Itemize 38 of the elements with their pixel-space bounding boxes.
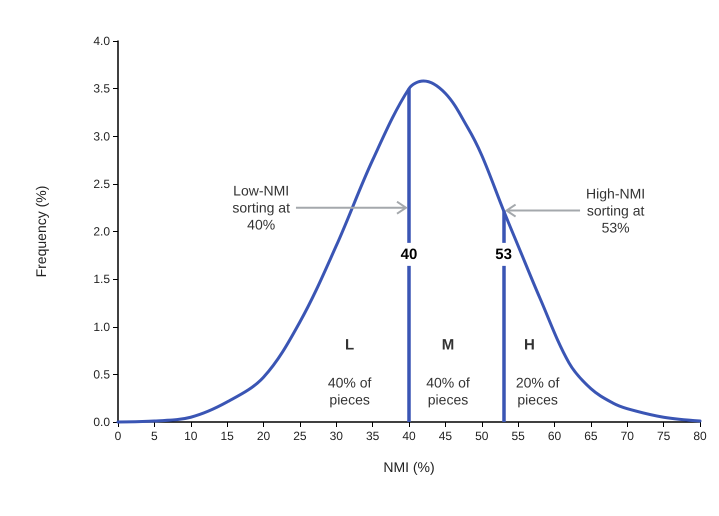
x-axis-title: NMI (%) [383, 459, 435, 475]
x-tick-label: 80 [693, 429, 707, 443]
x-tick-label: 70 [620, 429, 634, 443]
annotation: 40% of pieces [426, 374, 470, 408]
x-tick-label: 5 [151, 429, 158, 443]
ref-line-label: 40 [400, 246, 418, 263]
annotation: 20% of pieces [516, 374, 560, 408]
y-tick-label: 2.0 [93, 224, 110, 238]
x-tick-label: 75 [656, 429, 671, 443]
x-tick-label: 45 [438, 429, 452, 443]
x-tick-label: 25 [293, 429, 307, 443]
y-tick-label: 2.5 [93, 176, 110, 191]
x-tick-label: 0 [114, 429, 122, 443]
x-tick-label: 50 [475, 429, 489, 443]
x-tick-label: 55 [511, 429, 526, 443]
x-tick-label: 40 [402, 429, 416, 443]
y-tick-label: 0.5 [93, 367, 110, 382]
y-tick-label: 1.5 [93, 272, 110, 286]
y-axis-title: Frequency (%) [33, 186, 49, 278]
annotation: High-NMI sorting at 53% [586, 186, 646, 236]
x-tick-label: 60 [548, 429, 562, 443]
x-tick-label: 15 [220, 429, 234, 443]
x-tick-label: 20 [256, 429, 270, 443]
annotation: L [345, 336, 354, 354]
y-tick-label: 4.0 [93, 34, 110, 48]
annotation: 40% of pieces [328, 374, 372, 408]
x-tick-label: 10 [184, 429, 198, 443]
annotation: Low-NMI sorting at 40% [232, 182, 290, 233]
x-tick-label: 30 [330, 429, 344, 443]
x-tick-label: 35 [366, 429, 380, 443]
y-tick-label: 3.0 [93, 129, 110, 144]
y-tick-label: 0.0 [93, 415, 110, 429]
annotation: M [442, 336, 454, 354]
y-tick-label: 1.0 [93, 320, 110, 334]
ref-line-label: 53 [495, 246, 512, 263]
annotation: H [524, 336, 535, 354]
y-tick-label: 3.5 [93, 82, 110, 96]
x-tick-label: 65 [584, 429, 598, 443]
